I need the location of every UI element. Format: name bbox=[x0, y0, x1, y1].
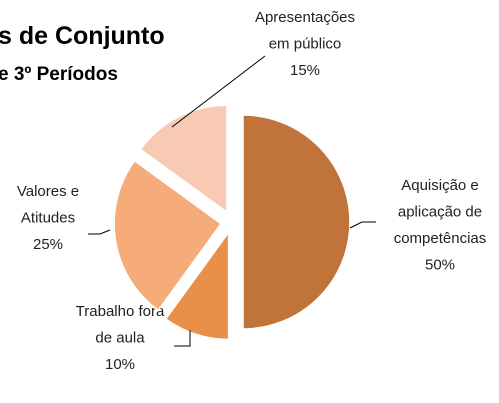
value-label: 15% bbox=[290, 62, 320, 79]
slice-label: Aquisição e aplicação de competências bbox=[394, 177, 487, 247]
value-label: 10% bbox=[105, 356, 135, 373]
slice-label: Valores e Atitudes bbox=[17, 183, 79, 227]
value-label: 25% bbox=[33, 236, 63, 253]
pie-slice bbox=[113, 159, 223, 312]
leader-line bbox=[88, 229, 111, 235]
slice-label: Apresentações em público bbox=[255, 9, 355, 53]
leader-line bbox=[349, 221, 376, 229]
pie-slice bbox=[139, 104, 228, 214]
chart-subtitle: e 3º Períodos bbox=[0, 64, 118, 85]
chart-title: s de Conjunto bbox=[0, 22, 165, 50]
leader-line bbox=[174, 330, 191, 347]
value-label: 50% bbox=[425, 257, 455, 274]
slice-label: Trabalho fora de aula bbox=[76, 303, 165, 347]
pie-slice bbox=[164, 230, 230, 341]
leader-line bbox=[171, 55, 266, 128]
pie-slice bbox=[242, 114, 351, 330]
